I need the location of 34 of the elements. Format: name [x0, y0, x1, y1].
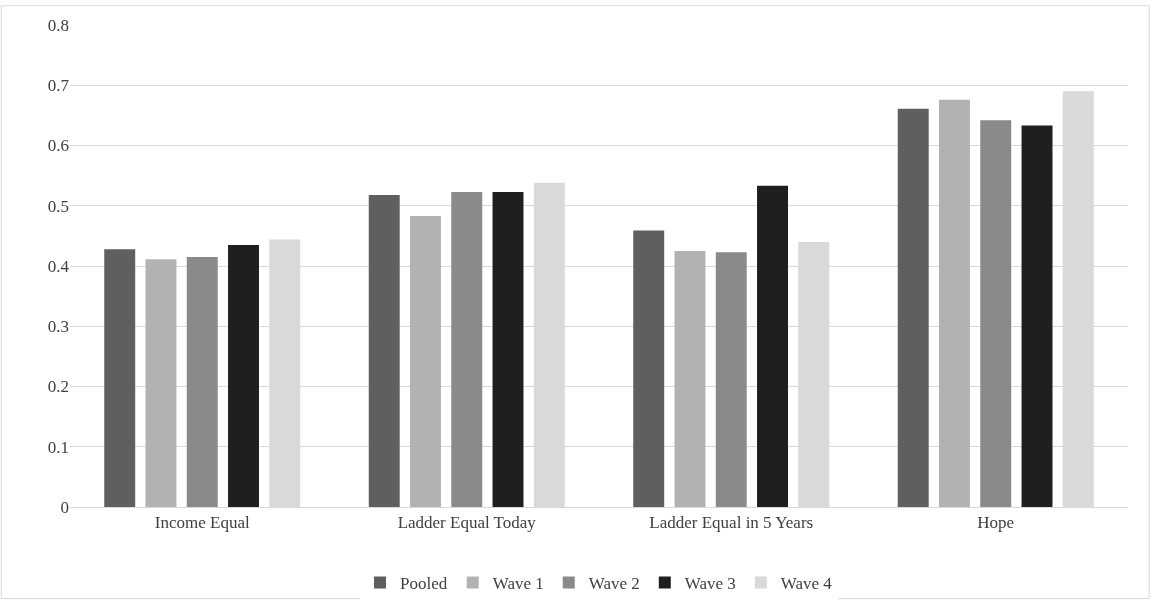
y-tick-label: 0.3	[47, 317, 69, 337]
bar	[228, 244, 259, 507]
y-tick-label: 0	[60, 497, 69, 517]
bar	[674, 250, 706, 507]
bar	[1021, 125, 1053, 507]
x-tick-label: Income Equal	[154, 513, 250, 533]
bar	[633, 230, 665, 507]
x-tick-label: Ladder Equal Today	[397, 513, 537, 533]
legend-label: Wave 1	[492, 574, 544, 594]
x-tick-label: Hope	[977, 513, 1015, 533]
bar	[186, 256, 218, 507]
legend-label: Wave 3	[684, 574, 736, 594]
bar	[492, 191, 524, 507]
legend-label: Pooled	[400, 574, 448, 594]
x-tick-label: Ladder Equal in 5 Years	[649, 513, 814, 533]
y-tick-label: 0.1	[47, 437, 69, 457]
y-tick-label: 0.7	[47, 76, 70, 96]
bar	[145, 259, 177, 507]
bar	[897, 108, 929, 507]
bar	[757, 185, 788, 507]
legend-label: Wave 2	[588, 574, 640, 594]
y-tick-label: 0.5	[47, 196, 69, 216]
y-tick-label: 0.4	[47, 256, 70, 276]
y-tick-label: 0.8	[47, 15, 69, 35]
bar	[451, 191, 483, 507]
y-tick-label: 0.6	[47, 136, 69, 156]
bar	[410, 215, 441, 507]
bar	[368, 194, 400, 507]
y-tick-label: 0.2	[47, 377, 69, 397]
bar	[715, 252, 747, 507]
bar	[104, 249, 136, 507]
bar	[939, 99, 970, 507]
bar	[980, 120, 1012, 507]
legend-label: Wave 4	[780, 574, 833, 594]
